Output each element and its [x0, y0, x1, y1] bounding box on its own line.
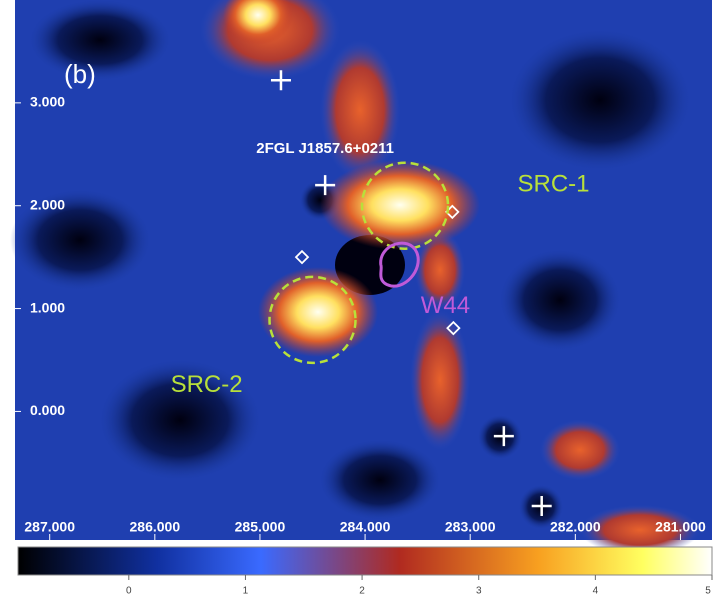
- source-circle: [268, 275, 357, 365]
- y-tick-label: 3.000: [30, 94, 65, 110]
- colorbar-tick-label: 5: [705, 586, 711, 597]
- y-tick-label: 1.000: [30, 299, 65, 315]
- colorbar-tick-label: 1: [243, 586, 249, 597]
- colorbar-tick-label: 4: [593, 586, 599, 597]
- y-tick-label: 0.000: [30, 402, 65, 418]
- x-tick-label: 281.000: [655, 519, 706, 535]
- map-background: [10, 0, 712, 555]
- cross-marker: [493, 426, 514, 447]
- colorbar: [17, 546, 713, 576]
- annotation: 2FGL J1857.6+0211: [256, 140, 394, 157]
- cross-marker: [315, 175, 336, 196]
- colorbar-tick-label: 3: [476, 586, 482, 597]
- panel-label: (b): [64, 59, 96, 89]
- w44-contour: [379, 241, 420, 288]
- source-circle: [360, 161, 450, 250]
- cross-marker: [270, 70, 291, 91]
- diamond-marker: [294, 249, 310, 265]
- colorbar-tick-label: 0: [126, 586, 132, 597]
- x-tick-label: 287.000: [24, 519, 75, 535]
- x-tick-label: 282.000: [550, 519, 601, 535]
- y-tick-label: 2.000: [30, 196, 65, 212]
- annotation: SRC-2: [171, 371, 243, 398]
- annotation: W44: [421, 292, 470, 319]
- diamond-marker: [446, 320, 461, 336]
- x-tick-label: 284.000: [340, 519, 391, 535]
- colorbar-tick-label: 2: [359, 586, 365, 597]
- x-tick-label: 285.000: [235, 519, 286, 535]
- annotation: SRC-1: [518, 170, 590, 197]
- x-tick-label: 283.000: [445, 519, 496, 535]
- cross-marker: [531, 496, 552, 517]
- x-tick-label: 286.000: [130, 519, 181, 535]
